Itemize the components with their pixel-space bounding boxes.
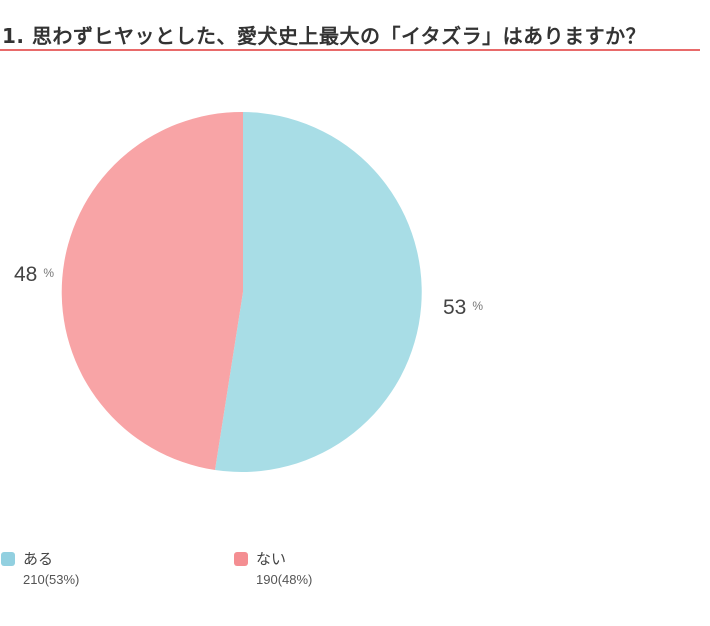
legend-value: 190(48%) [256, 572, 313, 587]
chart-title: 1. 思わずヒヤッとした、愛犬史上最大の「イタズラ」はありますか？ [2, 24, 647, 48]
pct-label-aru: 53% [443, 296, 483, 320]
pct-symbol: % [472, 299, 484, 313]
legend-swatch-icon [234, 552, 248, 566]
pct-label-nai: 48% [14, 263, 54, 287]
pie-slice-nai[interactable] [61, 111, 244, 470]
legend-label: ない [256, 550, 287, 568]
pct-value: 53 [443, 296, 467, 319]
pct-symbol: % [43, 266, 55, 280]
pie-slice-aru[interactable] [215, 112, 422, 472]
pct-value: 48 [14, 263, 38, 286]
legend-value: 210(53%) [23, 572, 80, 587]
legend-label: ある [23, 550, 54, 568]
legend-swatch-icon [1, 552, 15, 566]
title-underline [0, 49, 700, 51]
